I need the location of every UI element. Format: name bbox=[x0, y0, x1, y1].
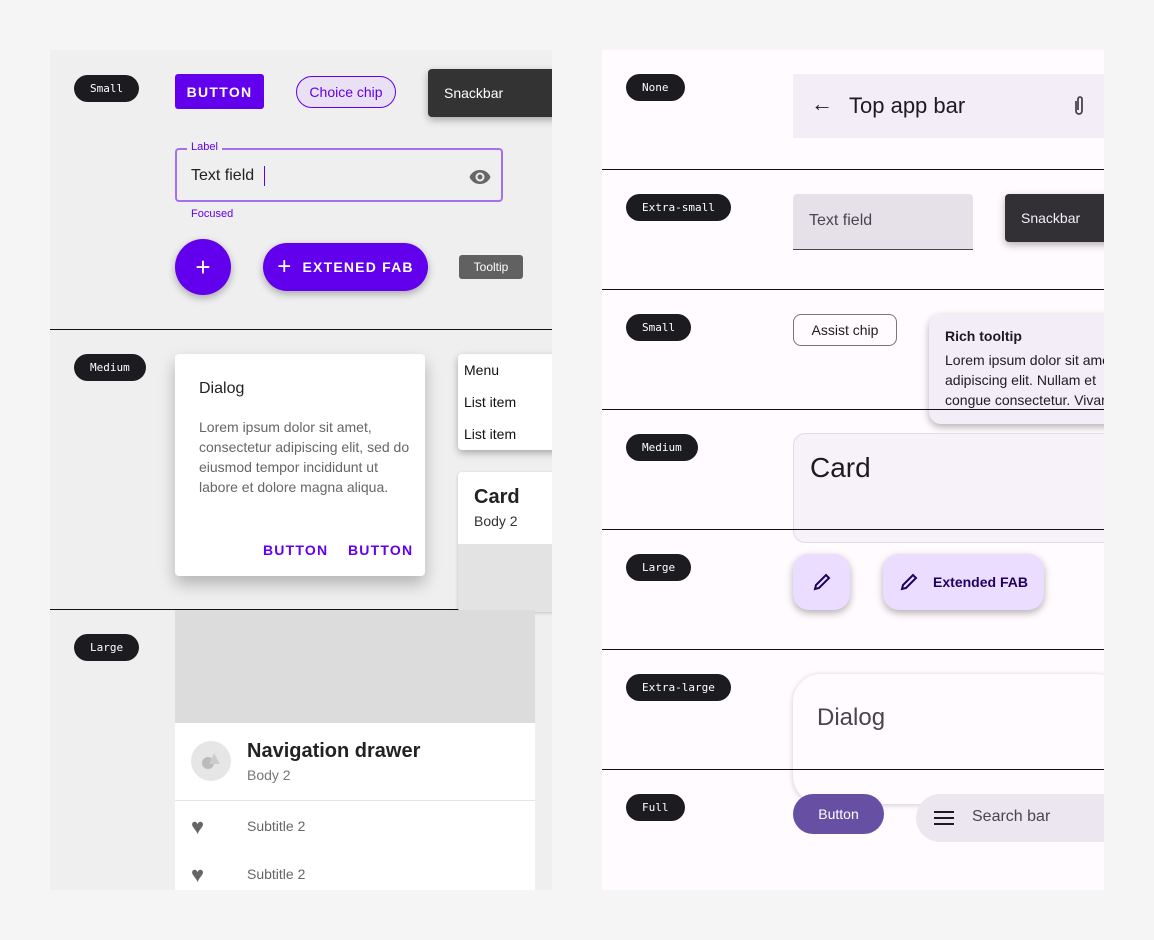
menu-item[interactable]: List item bbox=[464, 394, 517, 410]
badge-none: None bbox=[626, 74, 685, 101]
fab[interactable]: + bbox=[175, 239, 231, 295]
rich-tooltip-line: congue consectetur. Vivamus bbox=[945, 392, 1104, 408]
dialog: Dialog Lorem ipsum dolor sit amet, conse… bbox=[175, 354, 425, 576]
snackbar: Snackbar bbox=[428, 69, 552, 117]
badge-full: Full bbox=[626, 794, 685, 821]
badge-large: Large bbox=[626, 554, 692, 581]
badge-large: Large bbox=[74, 634, 140, 661]
plus-icon: + bbox=[195, 251, 211, 282]
paperclip-icon[interactable] bbox=[1072, 95, 1086, 117]
text-field-helper: Focused bbox=[191, 208, 234, 220]
badge-extra-small: Extra-small bbox=[626, 194, 731, 221]
eye-icon[interactable] bbox=[468, 165, 492, 189]
card-body: Body 2 bbox=[474, 513, 518, 529]
drawer-subtitle: Body 2 bbox=[247, 767, 291, 783]
badge-extra-large: Extra-large bbox=[626, 674, 731, 701]
divider bbox=[602, 169, 1104, 170]
heart-icon: ♥ bbox=[191, 862, 205, 887]
filled-text-field[interactable]: Text field bbox=[793, 194, 973, 250]
drawer-item[interactable]: ♥ Subtitle 2 bbox=[175, 810, 535, 854]
dialog-title: Dialog bbox=[199, 380, 245, 397]
badge-medium: Medium bbox=[74, 354, 146, 381]
outlined-text-field[interactable]: Label Text field bbox=[175, 141, 503, 202]
navigation-drawer: Navigation drawer Body 2 ♥ Subtitle 2 ♥ … bbox=[175, 610, 535, 890]
plus-icon: + bbox=[277, 253, 293, 280]
heart-icon: ♥ bbox=[191, 814, 205, 839]
pencil-icon bbox=[900, 573, 918, 591]
divider bbox=[602, 529, 1104, 530]
avatar-shapes-icon bbox=[191, 741, 231, 781]
divider bbox=[602, 649, 1104, 650]
menu: Menu List item List item bbox=[458, 354, 552, 450]
card-title: Card bbox=[474, 486, 520, 508]
card[interactable]: Card bbox=[793, 433, 1104, 543]
badge-small: Small bbox=[74, 75, 140, 102]
dialog-button[interactable]: BUTTON bbox=[348, 542, 414, 558]
dialog-button[interactable]: BUTTON bbox=[263, 542, 329, 558]
menu-title: Menu bbox=[464, 362, 500, 378]
drawer-item-label: Subtitle 2 bbox=[247, 818, 306, 834]
m3-shape-panel: None Extra-small Small Medium Large Extr… bbox=[602, 50, 1104, 890]
divider bbox=[602, 769, 1104, 770]
text-field-value: Text field bbox=[191, 167, 255, 184]
rich-tooltip-line: Lorem ipsum dolor sit amet, consectetur bbox=[945, 352, 1104, 368]
drawer-item[interactable]: ♥ Subtitle 2 bbox=[175, 858, 535, 890]
text-field-label: Label bbox=[187, 141, 222, 153]
divider bbox=[50, 329, 552, 330]
badge-medium: Medium bbox=[626, 434, 698, 461]
card[interactable]: Card Body 2 bbox=[458, 472, 552, 612]
rich-tooltip-line: adipiscing elit. Nullam et bbox=[945, 372, 1096, 388]
extended-fab[interactable]: + EXTENED FAB bbox=[263, 243, 428, 291]
top-app-bar: ← Top app bar bbox=[793, 74, 1104, 138]
badge-small: Small bbox=[626, 314, 692, 341]
extended-fab-label: EXTENED FAB bbox=[302, 259, 414, 275]
filled-button[interactable]: Button bbox=[793, 794, 884, 834]
snackbar: Snackbar bbox=[1005, 194, 1104, 242]
drawer-header-image bbox=[175, 610, 535, 723]
extended-fab[interactable]: Extended FAB bbox=[883, 554, 1044, 610]
rich-tooltip-title: Rich tooltip bbox=[945, 328, 1022, 344]
fab[interactable] bbox=[793, 554, 850, 610]
search-placeholder: Search bar bbox=[972, 808, 1051, 825]
assist-chip[interactable]: Assist chip bbox=[793, 314, 897, 346]
extended-fab-label: Extended FAB bbox=[933, 574, 1028, 590]
menu-item[interactable]: List item bbox=[464, 426, 517, 442]
legacy-shape-panel: Small Medium Large BUTTON Choice chip Sn… bbox=[50, 50, 552, 890]
menu-icon[interactable] bbox=[934, 811, 954, 825]
choice-chip[interactable]: Choice chip bbox=[296, 76, 396, 108]
dialog-body: Lorem ipsum dolor sit amet, consectetur … bbox=[199, 419, 410, 495]
rich-tooltip: Rich tooltip Lorem ipsum dolor sit amet,… bbox=[929, 314, 1104, 424]
dialog: Dialog bbox=[793, 674, 1104, 804]
contained-button[interactable]: BUTTON bbox=[175, 74, 264, 109]
drawer-title: Navigation drawer bbox=[247, 740, 421, 762]
divider bbox=[602, 289, 1104, 290]
drawer-item-label: Subtitle 2 bbox=[247, 866, 306, 882]
back-arrow-icon[interactable]: ← bbox=[811, 91, 833, 116]
divider bbox=[50, 609, 552, 610]
search-bar[interactable]: Search bar bbox=[916, 794, 1104, 842]
text-cursor bbox=[264, 166, 265, 186]
pencil-icon bbox=[813, 573, 830, 591]
divider bbox=[602, 409, 1104, 410]
divider bbox=[175, 800, 535, 801]
top-app-bar-title: Top app bar bbox=[849, 93, 966, 118]
tooltip: Tooltip bbox=[459, 255, 523, 279]
